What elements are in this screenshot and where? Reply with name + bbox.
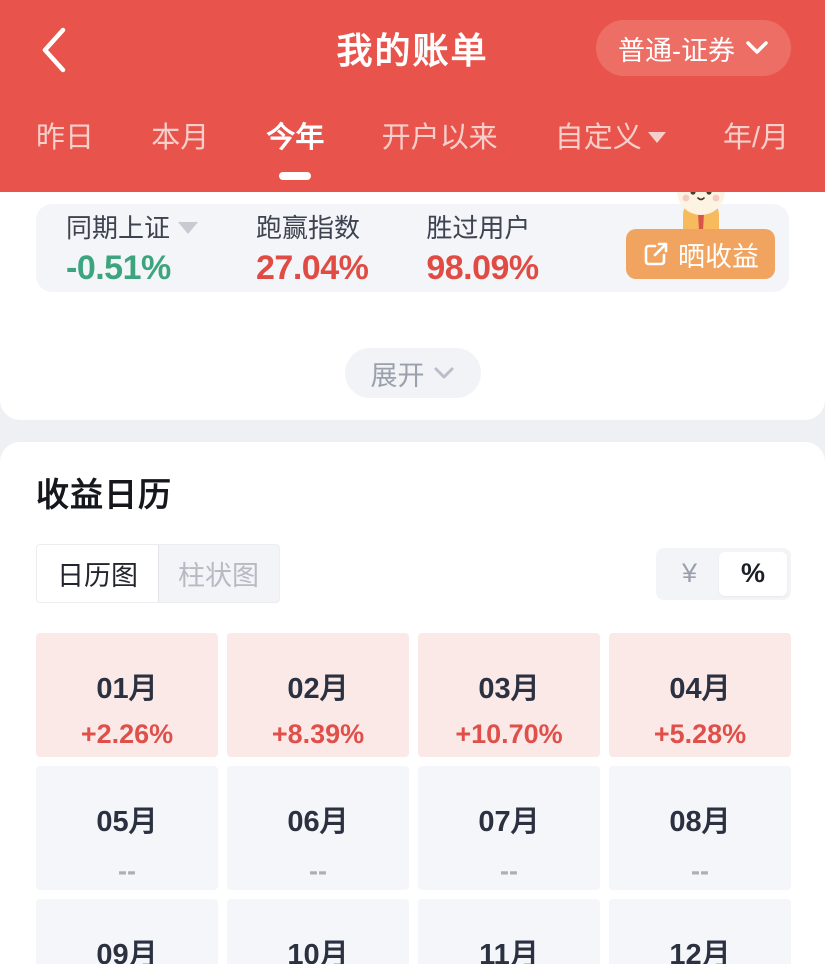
tab-label: 自定义 (554, 122, 642, 154)
stat-label: 胜过用户 (426, 213, 531, 243)
month-value: -- (309, 856, 327, 886)
back-button[interactable] (30, 22, 78, 78)
month-value: +10.70% (455, 719, 563, 749)
tab-since-account-open[interactable]: 开户以来 (382, 114, 498, 182)
header-top-bar: 我的账单 普通-证券 (0, 0, 825, 100)
account-selector-label: 普通-证券 (618, 35, 735, 66)
app-header: 我的账单 普通-证券 昨日 本月 今年 开户以来 自定义 年/月 (0, 0, 825, 192)
earnings-calendar-card: 收益日历 日历图 柱状图 ¥ % 01月 +2.26% 02月 +8.39% 0… (0, 442, 825, 964)
month-cell-06[interactable]: 06月 -- (227, 766, 409, 890)
month-label: 01月 (96, 673, 158, 705)
share-earnings-button[interactable]: 晒收益 (626, 229, 775, 279)
month-cell-04[interactable]: 04月 +5.28% (609, 633, 791, 757)
month-cell-07[interactable]: 07月 -- (418, 766, 600, 890)
month-cell-02[interactable]: 02月 +8.39% (227, 633, 409, 757)
month-label: 11月 (479, 939, 539, 964)
month-label: 09月 (96, 939, 158, 964)
account-selector-button[interactable]: 普通-证券 (596, 20, 791, 76)
month-value: -- (500, 856, 518, 886)
benchmark-dropdown-icon[interactable] (178, 221, 199, 234)
month-label: 04月 (669, 673, 731, 705)
month-cell-03[interactable]: 03月 +10.70% (418, 633, 600, 757)
view-toggle-bar-chart[interactable]: 柱状图 (178, 561, 259, 591)
month-value: -- (691, 856, 709, 886)
tab-label: 昨日 (36, 122, 95, 154)
month-cell-05[interactable]: 05月 -- (36, 766, 218, 890)
month-cell-08[interactable]: 08月 -- (609, 766, 791, 890)
expand-button[interactable]: 展开 (344, 348, 481, 398)
tab-label: 开户以来 (381, 122, 498, 154)
tab-yesterday[interactable]: 昨日 (36, 114, 94, 182)
month-value: +2.26% (80, 719, 174, 749)
month-value: +8.39% (271, 719, 365, 749)
chevron-down-icon (434, 367, 453, 379)
month-cell-09[interactable]: 09月 -- (36, 899, 218, 964)
month-label: 03月 (478, 673, 540, 705)
unit-toggle: ¥ % (655, 547, 791, 600)
view-toggle-calendar[interactable]: 日历图 (37, 545, 159, 602)
stat-label: 同期上证 (66, 213, 171, 243)
tab-this-month[interactable]: 本月 (151, 114, 209, 182)
tab-this-year[interactable]: 今年 (266, 114, 324, 182)
view-toggle: 日历图 柱状图 (36, 544, 280, 603)
active-tab-underline (279, 172, 312, 180)
share-button-label: 晒收益 (678, 241, 759, 272)
month-label: 07月 (478, 806, 540, 838)
month-label: 05月 (96, 806, 158, 838)
tab-label: 年/月 (722, 122, 789, 154)
month-cell-10[interactable]: 10月 -- (227, 899, 409, 964)
stat-value: 98.09% (426, 249, 539, 287)
month-label: 12月 (669, 939, 731, 964)
month-value: +5.28% (653, 719, 747, 749)
month-cell-12[interactable]: 12月 -- (609, 899, 791, 964)
chevron-down-icon (746, 41, 768, 54)
month-label: 06月 (287, 806, 349, 838)
stat-benchmark: 同期上证 -0.51% (66, 208, 199, 288)
expand-label: 展开 (370, 360, 425, 391)
section-title: 收益日历 (36, 476, 172, 513)
month-label: 10月 (287, 939, 349, 964)
tab-label: 本月 (151, 122, 210, 154)
summary-card: 同期上证 -0.51% 跑赢指数 27.04% 胜过用户 98.09% (0, 167, 825, 420)
unit-toggle-percent[interactable]: % (718, 551, 787, 596)
back-icon (42, 27, 66, 73)
month-value: -- (118, 856, 136, 886)
tab-custom[interactable]: 自定义 (555, 114, 666, 182)
month-cell-11[interactable]: 11月 -- (418, 899, 600, 964)
tab-label: 今年 (266, 122, 325, 154)
page-title: 我的账单 (336, 30, 489, 71)
stat-beat-users: 胜过用户 98.09% (426, 208, 539, 288)
stat-value: -0.51% (66, 249, 171, 287)
share-area: 晒收益 (626, 167, 775, 279)
month-label: 02月 (287, 673, 349, 705)
month-label: 08月 (669, 806, 731, 838)
summary-panel: 同期上证 -0.51% 跑赢指数 27.04% 胜过用户 98.09% (36, 167, 789, 292)
dropdown-triangle-icon (647, 131, 666, 143)
month-grid: 01月 +2.26% 02月 +8.39% 03月 +10.70% 04月 +5… (36, 633, 791, 964)
stat-beat-index: 跑赢指数 27.04% (256, 208, 369, 288)
stat-value: 27.04% (256, 249, 369, 287)
month-cell-01[interactable]: 01月 +2.26% (36, 633, 218, 757)
period-tabs: 昨日 本月 今年 开户以来 自定义 年/月 (0, 100, 825, 182)
tab-year-month[interactable]: 年/月 (723, 114, 789, 182)
unit-toggle-yuan[interactable]: ¥ (681, 558, 697, 588)
stat-label: 跑赢指数 (256, 213, 361, 243)
share-icon (644, 242, 668, 266)
